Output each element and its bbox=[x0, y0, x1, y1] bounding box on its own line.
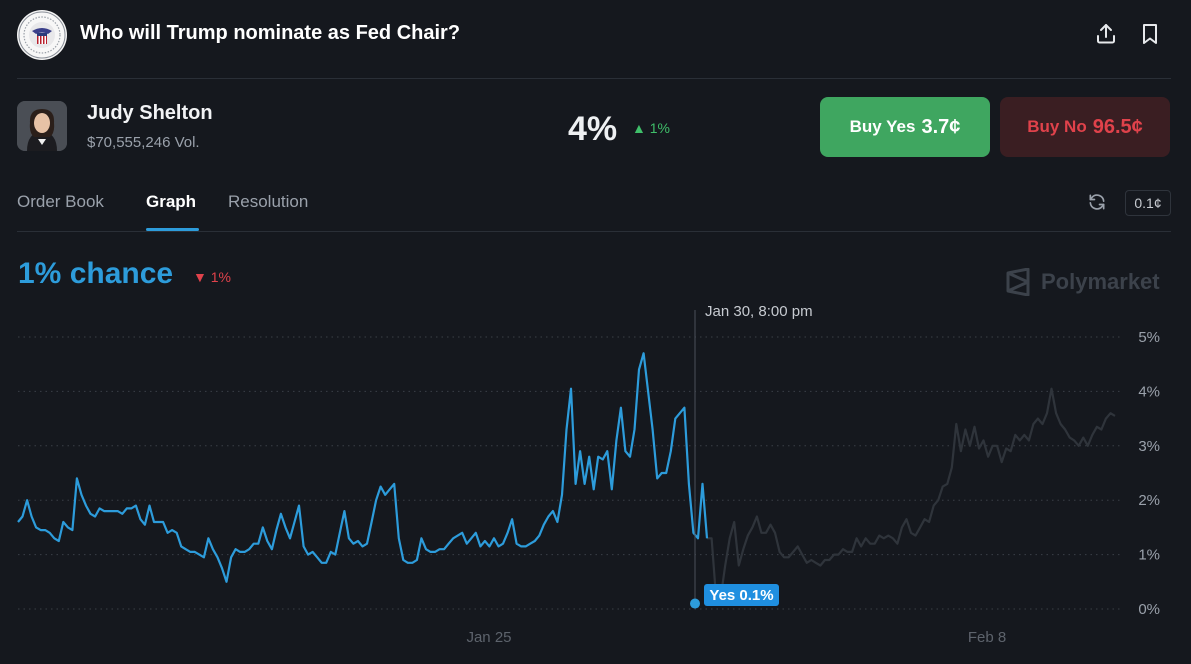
buy-yes-price: 3.7¢ bbox=[921, 115, 961, 138]
y-tick-label: 4% bbox=[1138, 383, 1160, 400]
avatar bbox=[17, 101, 67, 151]
series-line-future bbox=[707, 387, 1116, 600]
tabs-divider bbox=[17, 231, 1171, 232]
outcome-probability: 4% bbox=[568, 110, 618, 148]
series-line bbox=[17, 352, 709, 583]
hover-tooltip bbox=[704, 584, 779, 606]
hover-date-label: Jan 30, 8:00 pm bbox=[705, 303, 813, 320]
buy-yes-button[interactable]: Buy Yes 3.7¢ bbox=[820, 97, 990, 157]
probability-change: ▲ 1% bbox=[632, 120, 670, 136]
chance-change: ▼ 1% bbox=[193, 269, 231, 285]
buy-no-button[interactable]: Buy No 96.5¢ bbox=[1000, 97, 1170, 157]
buy-no-label: Buy No bbox=[1027, 117, 1087, 136]
page-title: Who will Trump nominate as Fed Chair? bbox=[80, 22, 461, 44]
active-tab-indicator bbox=[146, 228, 199, 231]
tick-size-selector[interactable]: 0.1¢ bbox=[1125, 190, 1171, 216]
header-divider bbox=[17, 78, 1171, 79]
outcome-name: Judy Shelton bbox=[87, 102, 213, 124]
tab-resolution[interactable]: Resolution bbox=[228, 192, 309, 211]
y-tick-label: 5% bbox=[1138, 329, 1160, 346]
x-tick-label: Jan 25 bbox=[466, 629, 511, 646]
y-tick-label: 3% bbox=[1138, 438, 1160, 455]
brand-name: Polymarket bbox=[1041, 269, 1160, 294]
refresh-icon[interactable] bbox=[1087, 192, 1107, 212]
y-tick-label: 1% bbox=[1138, 547, 1160, 564]
tab-order-book[interactable]: Order Book bbox=[17, 192, 104, 211]
x-tick-label: Feb 8 bbox=[968, 629, 1006, 646]
polymarket-logo-icon bbox=[1006, 268, 1030, 296]
y-tick-label: 0% bbox=[1138, 601, 1160, 618]
triangle-up-icon: ▲ bbox=[632, 120, 646, 136]
hover-tooltip-text: Yes 0.1% bbox=[709, 587, 773, 604]
hover-point bbox=[690, 598, 700, 609]
polymarket-brand: Polymarket bbox=[1005, 268, 1160, 296]
share-icon[interactable] bbox=[1094, 22, 1118, 46]
tab-graph[interactable]: Graph bbox=[146, 192, 197, 211]
chance-change-value: 1% bbox=[210, 269, 231, 285]
outcome-volume: $70,555,246 Vol. bbox=[87, 134, 200, 151]
fed-seal-logo bbox=[17, 10, 67, 60]
heart-down-icon: ▼ bbox=[193, 269, 207, 285]
buy-yes-label: Buy Yes bbox=[849, 117, 916, 136]
bookmark-icon[interactable] bbox=[1138, 22, 1162, 46]
y-tick-label: 2% bbox=[1138, 492, 1160, 509]
probability-change-value: 1% bbox=[649, 120, 670, 136]
buy-no-price: 96.5¢ bbox=[1092, 115, 1143, 138]
chance-label: 1% chance bbox=[18, 257, 174, 290]
